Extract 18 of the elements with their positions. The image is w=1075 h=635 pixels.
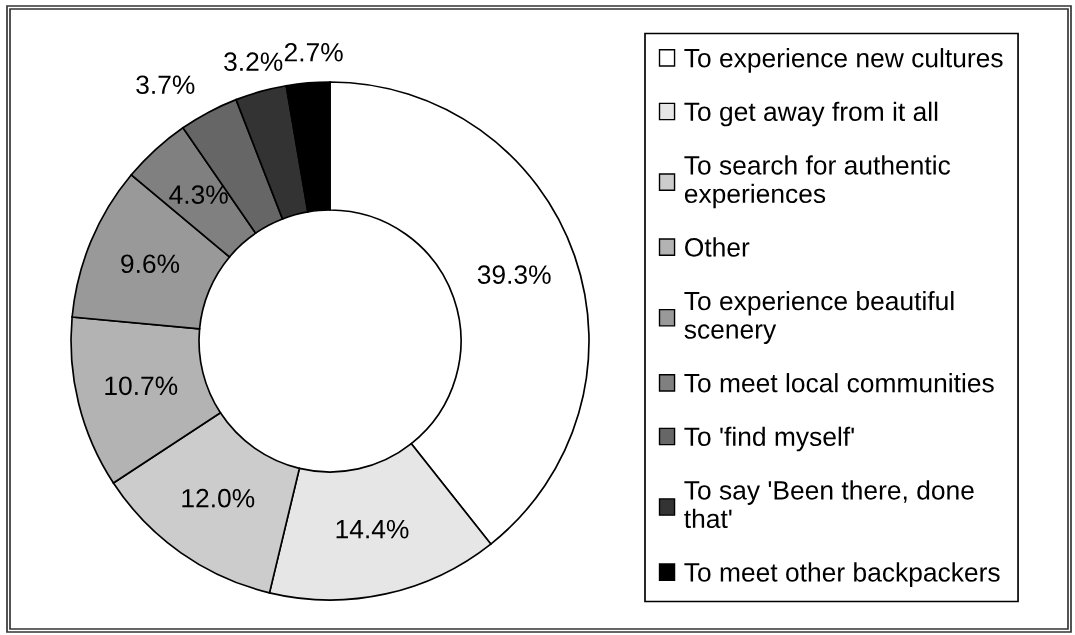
data-label: 14.4% xyxy=(336,519,409,539)
legend-label: To search for authentic experiences xyxy=(684,155,951,209)
legend-label: To 'find myself' xyxy=(684,426,854,452)
data-label: 9.6% xyxy=(121,254,180,274)
legend-label: Other xyxy=(685,237,750,257)
legend-label: To meet local communities xyxy=(684,373,994,393)
data-label: 39.3% xyxy=(477,265,551,284)
legend-label: To get away from it all xyxy=(684,101,938,127)
legend-label: To meet other backpackers xyxy=(684,562,1000,587)
data-label: 12.0% xyxy=(182,488,255,508)
data-label: 3.7% xyxy=(136,75,195,95)
data-label: 2.7% xyxy=(284,42,343,62)
data-label: 3.2% xyxy=(224,52,283,72)
legend-label: To experience new cultures xyxy=(684,48,1003,73)
legend-label: To experience beautiful scenery xyxy=(684,290,954,345)
data-label: 10.7% xyxy=(105,376,178,396)
legend-label: To say 'Been there, done that' xyxy=(684,480,974,529)
data-label: 4.3% xyxy=(169,185,228,204)
